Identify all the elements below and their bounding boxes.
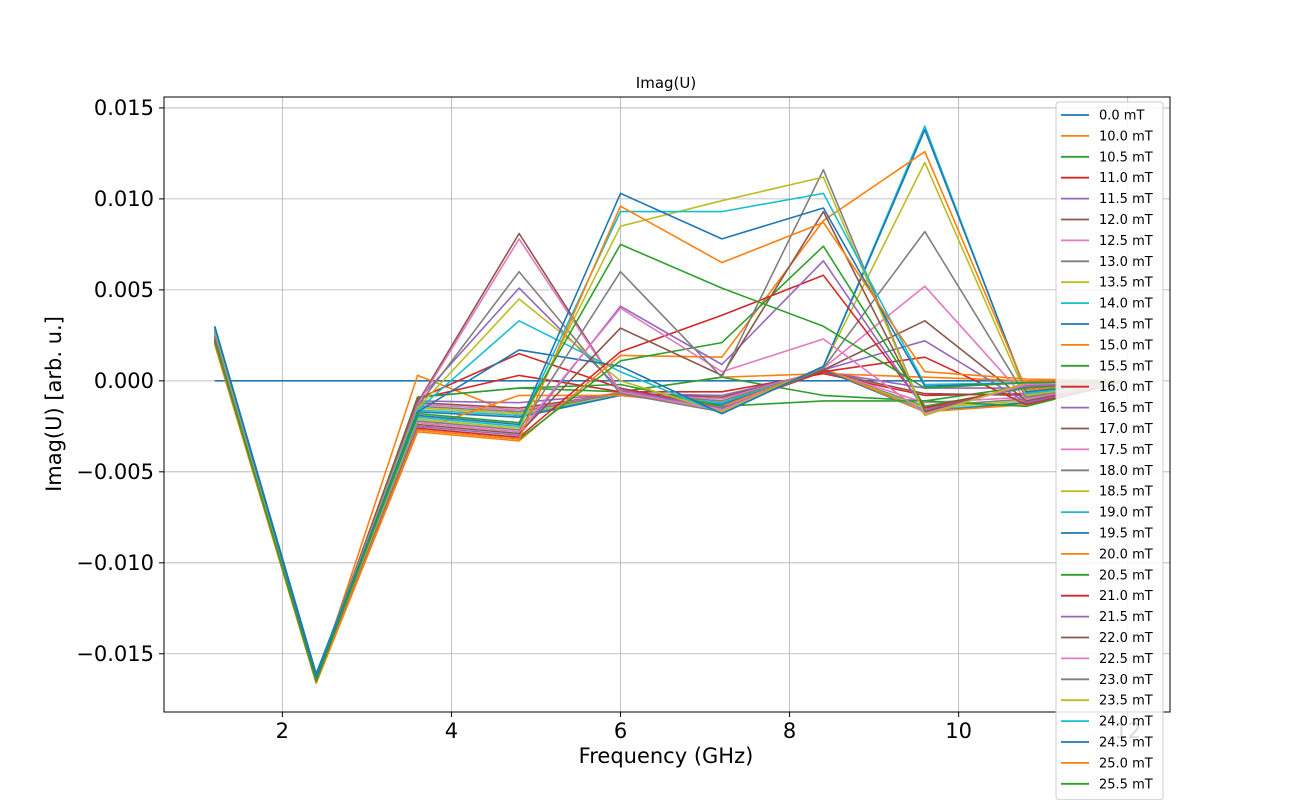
legend-label: 20.0 mT (1099, 547, 1153, 562)
legend-label: 22.5 mT (1099, 652, 1153, 667)
series-line (213, 243, 1128, 682)
legend-label: 16.5 mT (1099, 401, 1153, 416)
series-line (213, 205, 1128, 684)
legend-label: 14.5 mT (1099, 318, 1153, 333)
legend-label: 15.0 mT (1099, 338, 1153, 353)
y-tick-label: 0.005 (94, 278, 154, 302)
legend-label: 19.5 mT (1099, 527, 1153, 542)
plot-frame (163, 96, 1171, 713)
x-axis-label: Frequency (GHz) (579, 744, 754, 768)
legend-label: 23.5 mT (1099, 694, 1153, 709)
legend-label: 13.0 mT (1099, 255, 1153, 270)
legend-label: 12.5 mT (1099, 234, 1153, 249)
x-tick-label: 2 (276, 719, 289, 743)
legend-label: 24.5 mT (1099, 736, 1153, 751)
legend-label: 14.0 mT (1099, 297, 1153, 312)
y-tick-label: 0.015 (94, 96, 154, 120)
legend-label: 13.5 mT (1099, 276, 1153, 291)
y-tick-label: −0.010 (76, 551, 154, 575)
legend-label: 0.0 mT (1099, 109, 1144, 124)
chart-title: Imag(U) (636, 74, 696, 92)
legend-label: 11.0 mT (1099, 171, 1153, 186)
legend-label: 17.0 mT (1099, 422, 1153, 437)
legend-label: 24.0 mT (1099, 715, 1153, 730)
x-tick-label: 10 (945, 719, 972, 743)
legend-label: 20.5 mT (1099, 568, 1153, 583)
legend-label: 25.0 mT (1099, 756, 1153, 771)
legend-label: 21.5 mT (1099, 610, 1153, 625)
legend-label: 15.5 mT (1099, 359, 1153, 374)
legend-label: 12.0 mT (1099, 213, 1153, 228)
legend-label: 16.0 mT (1099, 380, 1153, 395)
legend: 0.0 mT 10.0 mT 10.5 mT 11.0 mT 11.5 mT 12.0 m… (1055, 101, 1164, 800)
x-tick-label: 6 (614, 719, 627, 743)
y-tick-label: 0.010 (94, 187, 154, 211)
legend-label: 22.0 mT (1099, 631, 1153, 646)
y-tick-label: 0.000 (94, 369, 154, 393)
y-tick-label: −0.005 (76, 460, 154, 484)
axis-ticks: 24681012−0.015−0.010−0.0050.0000.0050.01… (76, 96, 1141, 743)
legend-label: 17.5 mT (1099, 443, 1153, 458)
legend-label: 10.0 mT (1099, 129, 1153, 144)
y-tick-label: −0.015 (76, 642, 154, 666)
y-axis-label: Imag(U) [arb. u.] (42, 316, 66, 492)
legend-label: 11.5 mT (1099, 192, 1153, 207)
legend-label: 23.0 mT (1099, 673, 1153, 688)
legend-label: 18.0 mT (1099, 464, 1153, 479)
legend-label: 25.5 mT (1099, 777, 1153, 792)
legend-label: 21.0 mT (1099, 589, 1153, 604)
legend-label: 19.0 mT (1099, 506, 1153, 521)
legend-label: 18.5 mT (1099, 485, 1153, 500)
legend-label: 10.5 mT (1099, 150, 1153, 165)
plot-lines (213, 125, 1128, 684)
x-tick-label: 4 (445, 719, 458, 743)
x-tick-label: 8 (783, 719, 796, 743)
